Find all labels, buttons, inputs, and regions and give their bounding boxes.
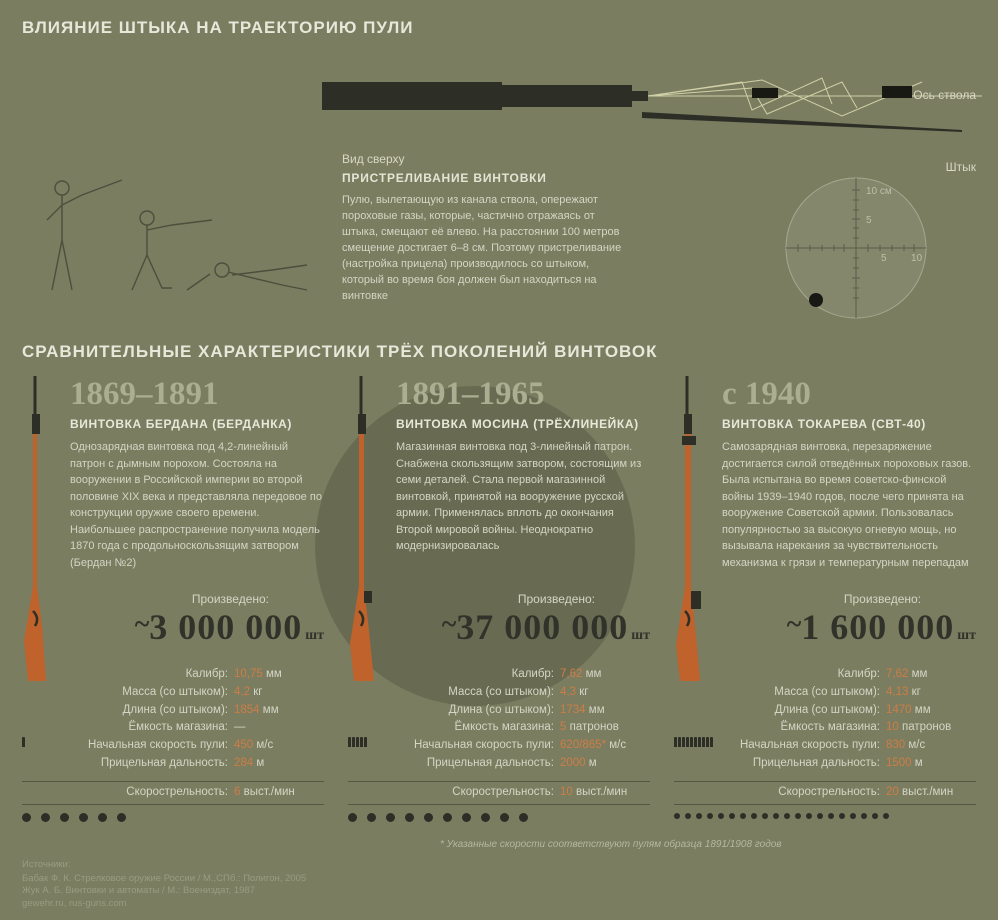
separator: [674, 781, 976, 782]
sighting-body: Пулю, вылетающую из канала ствола, опере…: [342, 193, 622, 305]
rof-dots: [22, 813, 324, 822]
axis-label: Ось ствола: [913, 88, 976, 102]
soldiers-illustration: [22, 170, 312, 300]
svg-text:10: 10: [911, 253, 923, 264]
ammo-icons: [674, 734, 714, 752]
ammo-icons: [348, 734, 368, 752]
mid-row: ПРИСТРЕЛИВАНИЕ ВИНТОВКИ Пулю, вылетающую…: [0, 170, 998, 320]
rifle-columns: 1869–1891 ВИНТОВКА БЕРДАНА (БЕРДАНКА) Од…: [22, 376, 976, 822]
trajectory-section: ВЛИЯНИЕ ШТЫКА НА ТРАЕКТОРИЮ ПУЛИ: [0, 0, 998, 162]
rifle-description: Однозарядная винтовка под 4,2-линейный п…: [70, 439, 324, 574]
separator: [22, 804, 324, 805]
separator: [348, 781, 650, 782]
production-block: Произведено: ~37 000 000шт: [396, 592, 650, 648]
rate-of-fire: Скорострельность:6 выст./мин: [70, 786, 324, 798]
produced-number: ~37 000 000шт: [396, 606, 650, 648]
rof-dots: [674, 813, 976, 819]
production-block: Произведено: ~3 000 000шт: [70, 592, 324, 648]
rifle-description: Магазинная винтовка под 3-линейный патро…: [396, 439, 650, 574]
separator: [348, 804, 650, 805]
produced-label: Произведено:: [722, 592, 976, 606]
rifle-specs: Калибр:7,62 мм Масса (со штыком):4,3 кг …: [396, 666, 650, 773]
source-line: Бабак Ф. К. Стрелковое оружие России / М…: [22, 873, 306, 885]
rifle-specs: Калибр:7,62 мм Масса (со штыком):4,13 кг…: [722, 666, 976, 773]
trajectory-title: ВЛИЯНИЕ ШТЫКА НА ТРАЕКТОРИЮ ПУЛИ: [22, 18, 976, 38]
sighting-subhead: ПРИСТРЕЛИВАНИЕ ВИНТОВКИ: [342, 170, 622, 187]
source-line: Жук А. Б. Винтовки и автоматы / М.: Воен…: [22, 885, 306, 897]
bayonet-label: Штык: [946, 160, 976, 174]
production-block: Произведено: ~1 600 000шт: [722, 592, 976, 648]
rifle-column: с 1940 ВИНТОВКА ТОКАРЕВА (СВТ-40) Самоза…: [674, 376, 976, 822]
rifle-name: ВИНТОВКА ТОКАРЕВА (СВТ-40): [722, 417, 976, 431]
source-line: gewehr.ru, rus-guns.com: [22, 898, 306, 910]
comparison-section: СРАВНИТЕЛЬНЫЕ ХАРАКТЕРИСТИКИ ТРЁХ ПОКОЛЕ…: [0, 320, 998, 822]
produced-label: Произведено:: [70, 592, 324, 606]
rifle-specs: Калибр:10,75 мм Масса (со штыком):4,2 кг…: [70, 666, 324, 773]
rifle-years: 1891–1965: [396, 376, 650, 413]
top-view-label: Вид сверху: [342, 152, 405, 166]
barrel-area: Ось ствола Штык Вид сверху: [22, 52, 976, 162]
rifle-column: 1891–1965 ВИНТОВКА МОСИНА (ТРЁХЛИНЕЙКА) …: [348, 376, 650, 822]
rifle-name: ВИНТОВКА БЕРДАНА (БЕРДАНКА): [70, 417, 324, 431]
produced-number: ~1 600 000шт: [722, 606, 976, 648]
barrel-svg: [322, 52, 982, 162]
sources: Источники: Бабак Ф. К. Стрелковое оружие…: [22, 859, 306, 910]
separator: [674, 804, 976, 805]
rifle-years: с 1940: [722, 376, 976, 413]
rof-dots: [348, 813, 650, 822]
reticle-diagram: 10 см 5 5 10: [766, 170, 946, 320]
rifle-illustration: [674, 376, 708, 686]
comparison-title: СРАВНИТЕЛЬНЫЕ ХАРАКТЕРИСТИКИ ТРЁХ ПОКОЛЕ…: [22, 342, 976, 362]
rifle-name: ВИНТОВКА МОСИНА (ТРЁХЛИНЕЙКА): [396, 417, 650, 431]
velocity-footnote: * Указанные скорости соответствуют пулям…: [440, 839, 782, 850]
produced-number: ~3 000 000шт: [70, 606, 324, 648]
ammo-icons: [22, 734, 26, 752]
rifle-illustration: [22, 376, 56, 686]
svg-text:5: 5: [881, 253, 887, 264]
barrel-diagram: Ось ствола Штык Вид сверху: [22, 52, 976, 162]
produced-label: Произведено:: [396, 592, 650, 606]
rifle-illustration: [348, 376, 382, 686]
svg-text:5: 5: [866, 215, 872, 226]
sources-heading: Источники:: [22, 859, 306, 871]
rate-of-fire: Скорострельность:10 выст./мин: [396, 786, 650, 798]
rifle-years: 1869–1891: [70, 376, 324, 413]
svg-text:10 см: 10 см: [866, 186, 892, 197]
separator: [22, 781, 324, 782]
rate-of-fire: Скорострельность:20 выст./мин: [722, 786, 976, 798]
rifle-column: 1869–1891 ВИНТОВКА БЕРДАНА (БЕРДАНКА) Од…: [22, 376, 324, 822]
rifle-description: Самозарядная винтовка, перезаряжение дос…: [722, 439, 976, 574]
sighting-text: ПРИСТРЕЛИВАНИЕ ВИНТОВКИ Пулю, вылетающую…: [342, 170, 622, 305]
